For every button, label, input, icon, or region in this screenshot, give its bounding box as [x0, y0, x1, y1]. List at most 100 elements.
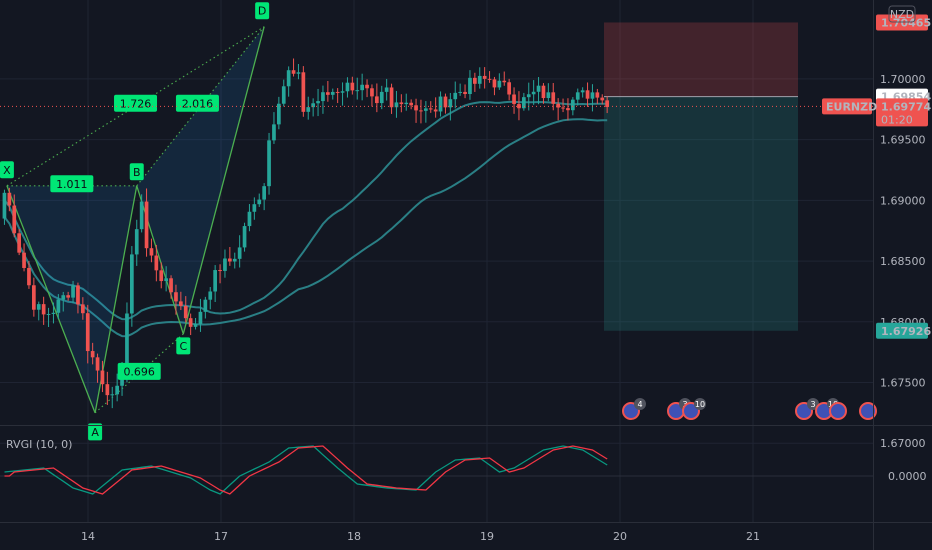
- candle-body: [335, 91, 340, 93]
- price-tick-label: 1.70000: [880, 73, 926, 86]
- symbol-label-bg: [822, 98, 872, 115]
- candle-body: [105, 384, 110, 396]
- candle-body: [375, 96, 379, 104]
- candle-body: [95, 357, 100, 371]
- candle-body: [561, 107, 565, 109]
- candle-body: [228, 258, 232, 262]
- point-label-a-bg: [88, 423, 103, 441]
- candle-body: [541, 85, 546, 99]
- candle-body: [36, 304, 41, 310]
- candle-body: [41, 304, 46, 315]
- time-tick-label: 19: [480, 530, 494, 543]
- candle-body: [448, 99, 453, 108]
- candle-body: [51, 312, 56, 314]
- target-zone: [604, 96, 798, 331]
- candle-body: [277, 103, 281, 125]
- point-label-x: X: [3, 164, 11, 177]
- moving-average-fast: [3, 100, 608, 321]
- candle-body: [580, 90, 585, 93]
- candle-body: [453, 92, 458, 100]
- candle-body: [134, 229, 139, 255]
- candle-body: [526, 94, 531, 98]
- candle-body: [370, 88, 374, 97]
- candle-body: [291, 70, 296, 74]
- time-tick-label: 21: [746, 530, 760, 543]
- point-label-b: B: [133, 166, 141, 179]
- candle-body: [419, 110, 423, 112]
- pattern-labels: X A B C D 1.011 0.696 1.726 2.016: [0, 2, 270, 441]
- candle-body: [154, 255, 159, 271]
- point-label-a: A: [91, 426, 99, 439]
- current-price-bg: [876, 98, 928, 127]
- event-count-bg: [634, 398, 646, 410]
- candle-body: [590, 92, 595, 99]
- candle-body: [267, 140, 271, 187]
- candle-body: [443, 96, 448, 108]
- ratio-label-abc: 0.696: [123, 365, 155, 378]
- candle-body: [404, 102, 409, 105]
- currency-badge: NZD: [890, 8, 914, 21]
- time-tick-label: 20: [613, 530, 627, 543]
- candle-body: [242, 226, 247, 248]
- candle-body: [433, 109, 438, 112]
- candle-body: [512, 94, 516, 105]
- candle-body: [473, 77, 477, 84]
- symbol-label: EURNZD: [826, 100, 877, 113]
- candle-body: [571, 99, 575, 111]
- candle-body: [296, 72, 301, 74]
- candle-body: [183, 305, 188, 319]
- rvgi-pane: RVGI (10, 0) 0.0000: [0, 438, 927, 495]
- candle-body: [497, 80, 502, 88]
- candlesticks: [2, 58, 609, 409]
- candle-body: [507, 82, 511, 95]
- candle-body: [360, 84, 364, 91]
- candle-body: [517, 104, 521, 109]
- candle-body: [585, 90, 590, 99]
- candle-body: [595, 92, 600, 98]
- candle-body: [379, 91, 384, 104]
- candle-body: [139, 201, 144, 230]
- candle-body: [321, 92, 325, 102]
- candle-body: [203, 299, 208, 312]
- pattern-leg: [182, 26, 265, 335]
- candle-body: [281, 86, 286, 104]
- candle-body: [56, 299, 61, 313]
- ratio-label-bcd: 2.016: [182, 97, 214, 110]
- candle-body: [468, 77, 472, 95]
- candle-body: [605, 100, 609, 108]
- candle-body: [272, 124, 276, 141]
- point-label-x-bg: [0, 161, 14, 179]
- candle-body: [208, 291, 213, 300]
- candle-body: [365, 84, 369, 89]
- economic-events[interactable]: 4310310: [622, 398, 877, 420]
- candle-body: [428, 108, 433, 110]
- risk-reward-tool[interactable]: [604, 22, 798, 331]
- candle-body: [438, 96, 443, 112]
- candle-body: [2, 192, 7, 219]
- candle-body: [389, 87, 394, 108]
- candle-body: [330, 91, 335, 95]
- candle-body: [100, 370, 105, 385]
- candle-body: [257, 199, 262, 205]
- harmonic-pattern[interactable]: [6, 26, 265, 414]
- countdown-label: 01:20: [881, 113, 913, 126]
- candle-body: [384, 87, 389, 92]
- candle-body: [399, 102, 404, 105]
- pattern-triangle-xab: [6, 185, 137, 413]
- candle-body: [110, 394, 115, 396]
- ratio-label-xab-bg: [50, 175, 94, 193]
- candle-body: [7, 192, 12, 206]
- grid: [0, 0, 873, 522]
- time-tick-label: 18: [347, 530, 361, 543]
- candle-body: [174, 292, 178, 302]
- candle-body: [61, 295, 66, 300]
- candle-body: [71, 285, 75, 298]
- ratio-label-xad: 1.726: [120, 97, 152, 110]
- candle-body: [556, 103, 560, 108]
- price-labels: 1.704651.698541.679261.6977401:20EURNZDN…: [822, 5, 931, 339]
- price-tick-label: 1.67000: [880, 437, 926, 450]
- candle-body: [213, 270, 217, 292]
- moving-average-slow: [3, 118, 608, 338]
- candle-body: [306, 107, 311, 112]
